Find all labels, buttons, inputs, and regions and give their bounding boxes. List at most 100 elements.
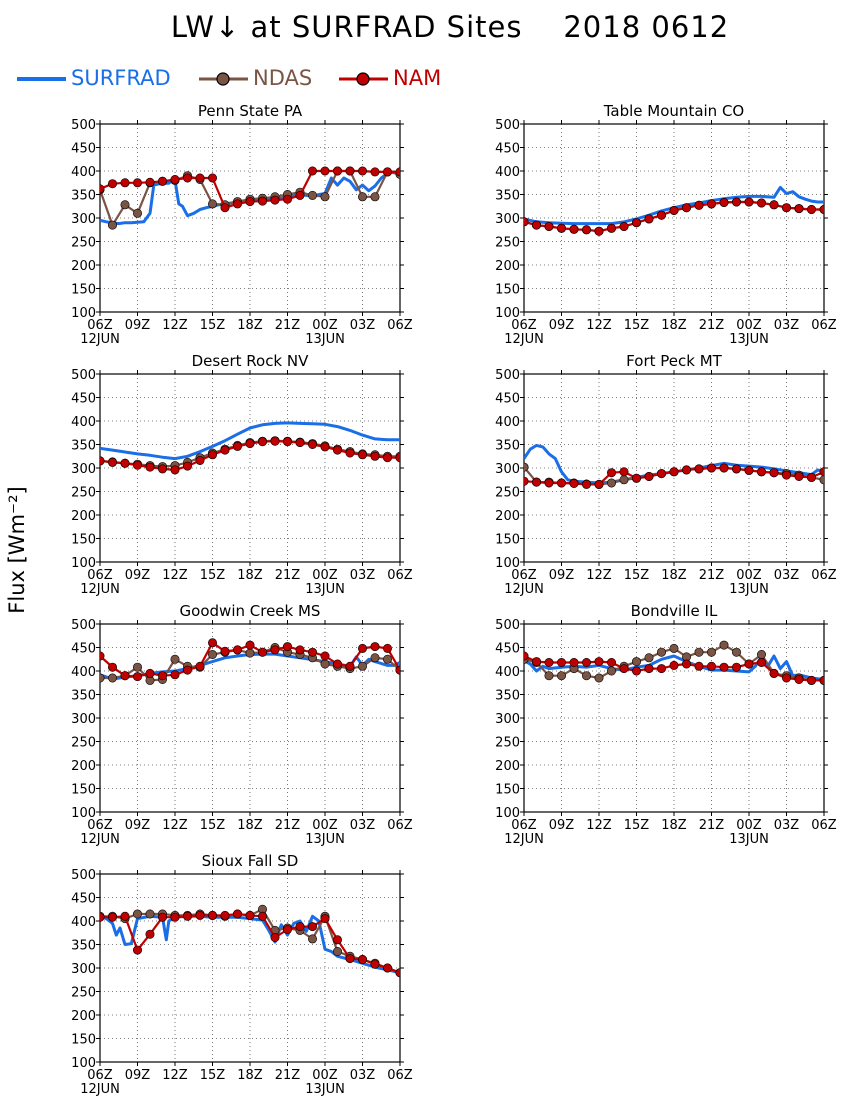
data-point-nam — [794, 471, 804, 481]
y-tick-label: 200 — [495, 759, 520, 774]
y-tick-label: 350 — [71, 689, 96, 704]
y-tick-label: 450 — [71, 892, 96, 907]
data-point-nam — [744, 659, 754, 669]
data-point-nam — [100, 651, 105, 661]
x-tick-label: 09Z — [125, 1068, 151, 1083]
x-tick-label: 09Z — [125, 818, 151, 833]
data-point-nam — [656, 664, 666, 674]
data-point-nam — [220, 646, 230, 656]
y-tick-label: 400 — [71, 915, 96, 930]
series-nam — [524, 197, 824, 236]
data-point-nam — [606, 468, 616, 478]
data-point-nam — [606, 223, 616, 233]
y-tick-label: 100 — [71, 556, 96, 571]
data-point-nam — [133, 178, 143, 188]
y-tick-label: 350 — [495, 689, 520, 704]
data-point-nam — [295, 438, 305, 448]
x-tick-label: 09Z — [125, 318, 151, 333]
legend-label: SURFRAD — [71, 66, 171, 90]
data-point-nam — [756, 467, 766, 477]
data-point-nam — [531, 657, 541, 667]
data-point-nam — [631, 666, 641, 676]
data-point-nam — [245, 439, 255, 449]
data-point-nam — [332, 659, 342, 669]
data-point-nam — [769, 200, 779, 210]
x-tick-label: 06Z — [387, 818, 413, 833]
data-point-nam — [644, 471, 654, 481]
series-line-surfrad — [100, 421, 400, 461]
data-point-ndas — [320, 659, 330, 669]
data-point-ndas — [208, 199, 218, 209]
data-point-nam — [581, 479, 591, 489]
x-tick-label: 03Z — [350, 818, 376, 833]
data-point-nam — [120, 178, 130, 188]
data-point-nam — [524, 651, 529, 661]
x-tick-label: 00Z — [312, 318, 338, 333]
data-point-ndas — [644, 653, 654, 663]
x-tick-label: 12Z — [586, 818, 612, 833]
data-point-nam — [656, 210, 666, 220]
x-tick-label: 06Z — [511, 318, 537, 333]
data-point-nam — [233, 199, 243, 209]
y-tick-label: 500 — [495, 618, 520, 633]
data-point-ndas — [208, 649, 218, 659]
data-point-nam — [295, 922, 305, 932]
y-tick-label: 400 — [71, 165, 96, 180]
data-point-nam — [644, 214, 654, 224]
data-point-nam — [631, 218, 641, 228]
y-tick-label: 150 — [71, 283, 96, 298]
data-point-ndas — [606, 478, 616, 488]
y-tick-label: 250 — [495, 236, 520, 251]
data-point-ndas — [382, 654, 392, 664]
data-point-nam — [195, 455, 205, 465]
data-point-nam — [619, 222, 629, 232]
data-point-nam — [544, 657, 554, 667]
y-tick-label: 350 — [495, 189, 520, 204]
chart-panel: Goodwin Creek MS 100 150 200 250 300 350 400 450… — [71, 602, 413, 847]
data-point-nam — [295, 645, 305, 655]
data-point-nam — [719, 463, 729, 473]
data-point-ndas — [370, 192, 380, 202]
data-point-ndas — [133, 909, 143, 919]
data-point-nam — [108, 457, 118, 467]
series-nam — [100, 436, 400, 475]
x-tick-label: 09Z — [125, 568, 151, 583]
y-tick-label: 450 — [71, 142, 96, 157]
data-point-nam — [719, 662, 729, 672]
y-tick-label: 100 — [71, 806, 96, 821]
data-point-nam — [681, 465, 691, 475]
data-point-nam — [120, 671, 130, 681]
data-point-nam — [100, 912, 105, 922]
y-tick-label: 300 — [71, 212, 96, 227]
data-point-nam — [769, 668, 779, 678]
x-tick-label: 06Z — [811, 568, 837, 583]
data-point-nam — [208, 638, 218, 648]
y-tick-label: 300 — [495, 712, 520, 727]
x-tick-label: 06Z — [387, 1068, 413, 1083]
y-tick-label: 450 — [495, 642, 520, 657]
x-tick-label: 06Z — [87, 318, 113, 333]
x-tick-label: 18Z — [237, 1068, 263, 1083]
panel-title: Desert Rock NV — [192, 352, 309, 370]
y-tick-label: 350 — [495, 439, 520, 454]
y-tick-label: 300 — [495, 212, 520, 227]
data-point-nam — [606, 657, 616, 667]
y-tick-label: 100 — [71, 306, 96, 321]
data-point-nam — [108, 179, 118, 189]
x-tick-label: 06Z — [811, 818, 837, 833]
data-point-ndas — [719, 640, 729, 650]
y-tick-label: 100 — [495, 556, 520, 571]
data-point-nam — [756, 198, 766, 208]
data-point-nam — [357, 166, 367, 176]
data-point-nam — [100, 184, 105, 194]
data-point-ndas — [332, 946, 342, 956]
x-tick-label: 09Z — [549, 318, 575, 333]
data-point-nam — [233, 909, 243, 919]
data-point-nam — [320, 651, 330, 661]
data-point-ndas — [370, 653, 380, 663]
data-point-nam — [108, 662, 118, 672]
legend-line-swatch — [17, 77, 66, 81]
data-point-nam — [100, 456, 105, 466]
data-point-nam — [158, 671, 168, 681]
